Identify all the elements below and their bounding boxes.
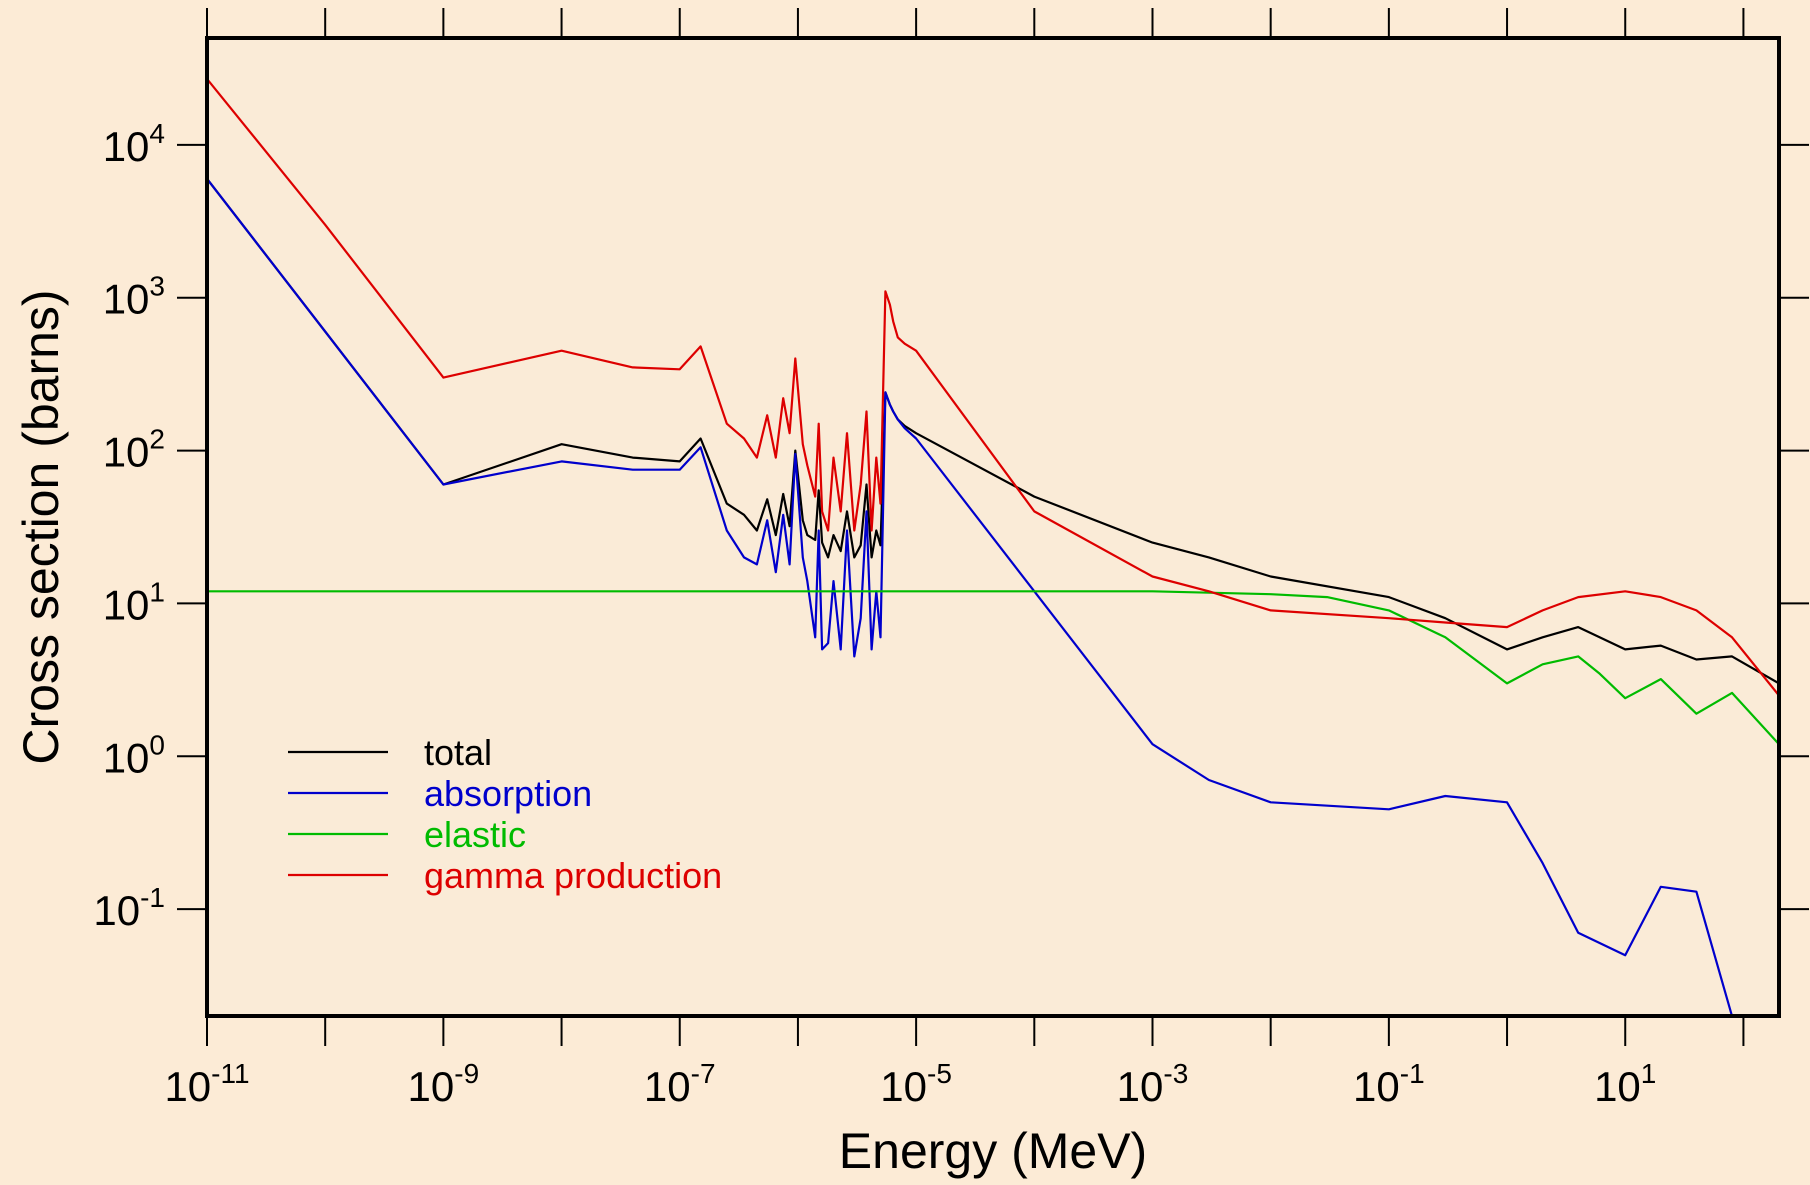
x-tick-label: 101 [1594,1058,1656,1110]
series-lines [207,78,1779,1016]
y-tick-label: 100 [103,729,165,781]
x-tick-label: 10-3 [1117,1058,1189,1110]
x-tick-label: 10-5 [880,1058,952,1110]
series-line-absorption [207,178,1779,1016]
legend-label: gamma production [424,855,722,896]
y-tick-label: 102 [103,424,165,476]
y-axis-title: Cross section (barns) [13,289,69,764]
y-tick-label: 101 [103,576,165,628]
legend-label: elastic [424,814,526,855]
series-line-elastic [207,590,1779,745]
x-tick-label: 10-11 [164,1058,249,1110]
x-tick-label: 10-9 [408,1058,480,1110]
series-line-total [207,178,1779,685]
x-tick-labels: 10-11 10-9 10-7 10-5 10-3 10-1 101 [164,1058,1656,1110]
x-tick-label: 10-7 [644,1058,716,1110]
y-tick-label: 104 [103,118,165,170]
plot-area-background [207,38,1779,1016]
legend-label: absorption [424,773,592,814]
x-tick-label: 10-1 [1353,1058,1425,1110]
plot-frame [205,36,1781,1018]
series-line-gamma-production [207,78,1779,697]
y-tick-label: 103 [103,271,165,323]
axis-ticks [177,8,1809,1046]
x-axis-title: Energy (MeV) [839,1123,1147,1179]
y-tick-label: 10-1 [93,882,165,934]
y-tick-labels: 104 103 102 101 100 10-1 [93,118,165,934]
legend-label: total [424,732,492,773]
